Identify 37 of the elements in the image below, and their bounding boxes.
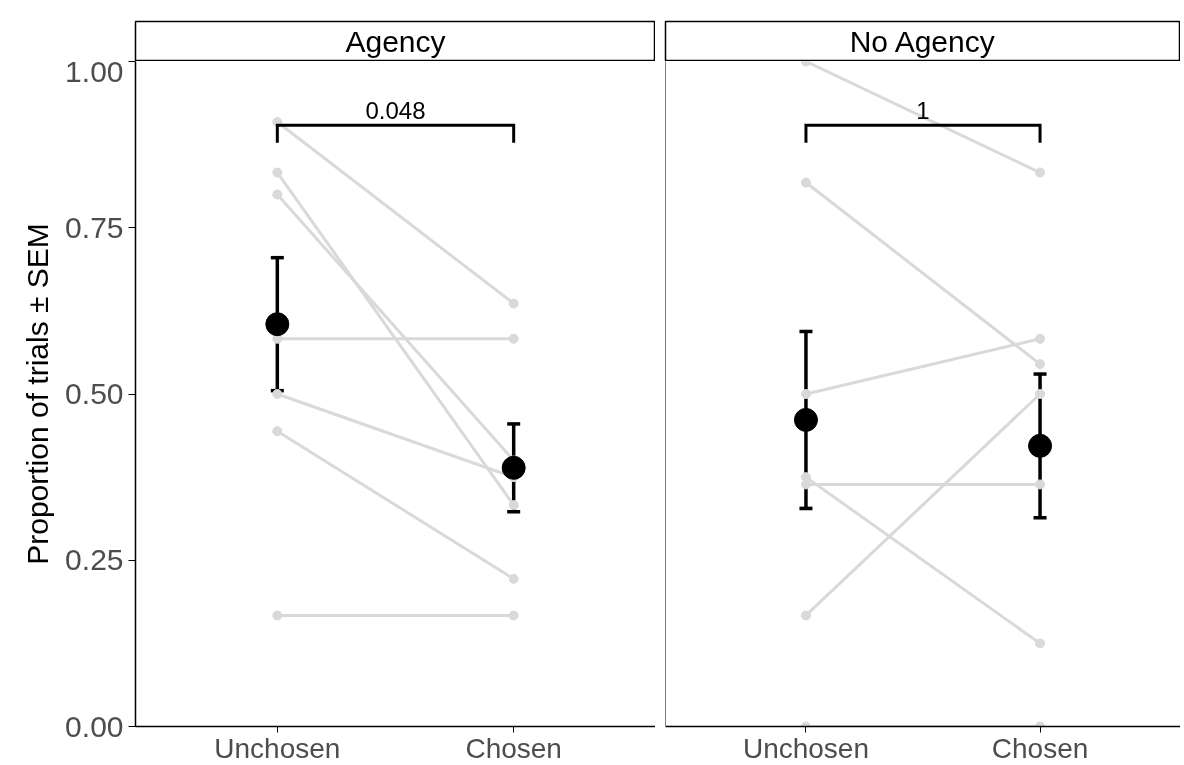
point (1028, 433, 1053, 458)
point (272, 189, 283, 200)
point (508, 298, 519, 309)
x-tick-label: Chosen (465, 732, 562, 764)
x-tick-label: Unchosen (214, 732, 341, 764)
chart-title: No Agency (849, 25, 995, 58)
annotation: 1 (916, 97, 930, 125)
annotation: 0.048 (365, 97, 426, 125)
point (1035, 167, 1046, 178)
point (508, 573, 519, 584)
point (501, 455, 526, 480)
point (1035, 638, 1046, 649)
point (508, 610, 519, 621)
x-tick-label: Unchosen (742, 732, 870, 764)
point (800, 389, 811, 399)
point (1035, 359, 1046, 370)
point (508, 500, 519, 511)
x-tick-label: Chosen (991, 732, 1089, 764)
y-tick-label: 0.25 (65, 543, 124, 577)
chart-title: Agency (345, 25, 446, 58)
point (265, 312, 290, 337)
point (272, 167, 283, 178)
point (508, 333, 519, 344)
y-tick-label: 0.75 (65, 210, 124, 244)
point (1035, 389, 1046, 399)
point (793, 407, 818, 432)
y-tick-label: 0.50 (65, 377, 124, 410)
point (800, 177, 811, 188)
point (1035, 333, 1046, 344)
y-tick-label: 0.00 (65, 709, 124, 743)
point (1035, 479, 1046, 490)
point (272, 389, 283, 399)
y-tick-label: 1.00 (65, 54, 124, 88)
point (800, 610, 811, 621)
point (272, 426, 283, 437)
y-axis-title: Proportion of trials ± SEM (21, 223, 55, 565)
point (272, 610, 283, 621)
